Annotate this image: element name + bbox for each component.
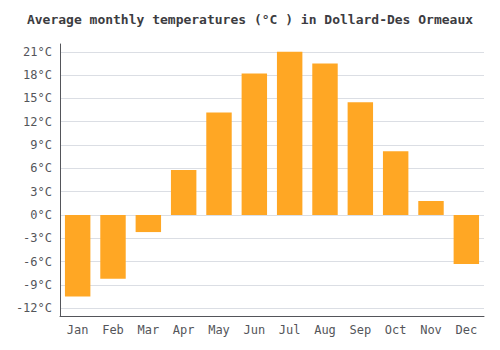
svg-text:May: May <box>208 323 230 337</box>
svg-text:15°C: 15°C <box>23 91 52 105</box>
svg-text:21°C: 21°C <box>23 45 52 59</box>
svg-text:6°C: 6°C <box>30 161 52 175</box>
svg-text:18°C: 18°C <box>23 68 52 82</box>
svg-text:-12°C: -12°C <box>16 301 52 315</box>
svg-text:12°C: 12°C <box>23 115 52 129</box>
svg-text:Mar: Mar <box>137 323 159 337</box>
svg-text:0°C: 0°C <box>30 208 52 222</box>
svg-text:-6°C: -6°C <box>23 255 52 269</box>
svg-text:Jan: Jan <box>67 323 89 337</box>
svg-text:Average monthly temperatures (: Average monthly temperatures (°C ) in Do… <box>27 12 473 27</box>
svg-text:Sep: Sep <box>349 323 371 337</box>
svg-text:Jul: Jul <box>279 323 301 337</box>
svg-text:Apr: Apr <box>173 323 195 337</box>
svg-text:9°C: 9°C <box>30 138 52 152</box>
svg-text:-3°C: -3°C <box>23 231 52 245</box>
svg-text:3°C: 3°C <box>30 185 52 199</box>
svg-text:Jun: Jun <box>243 323 265 337</box>
svg-text:Aug: Aug <box>314 323 336 337</box>
svg-text:Feb: Feb <box>102 323 124 337</box>
svg-text:-9°C: -9°C <box>23 278 52 292</box>
svg-text:Dec: Dec <box>455 323 477 337</box>
svg-text:Oct: Oct <box>385 323 407 337</box>
svg-text:Nov: Nov <box>420 323 442 337</box>
